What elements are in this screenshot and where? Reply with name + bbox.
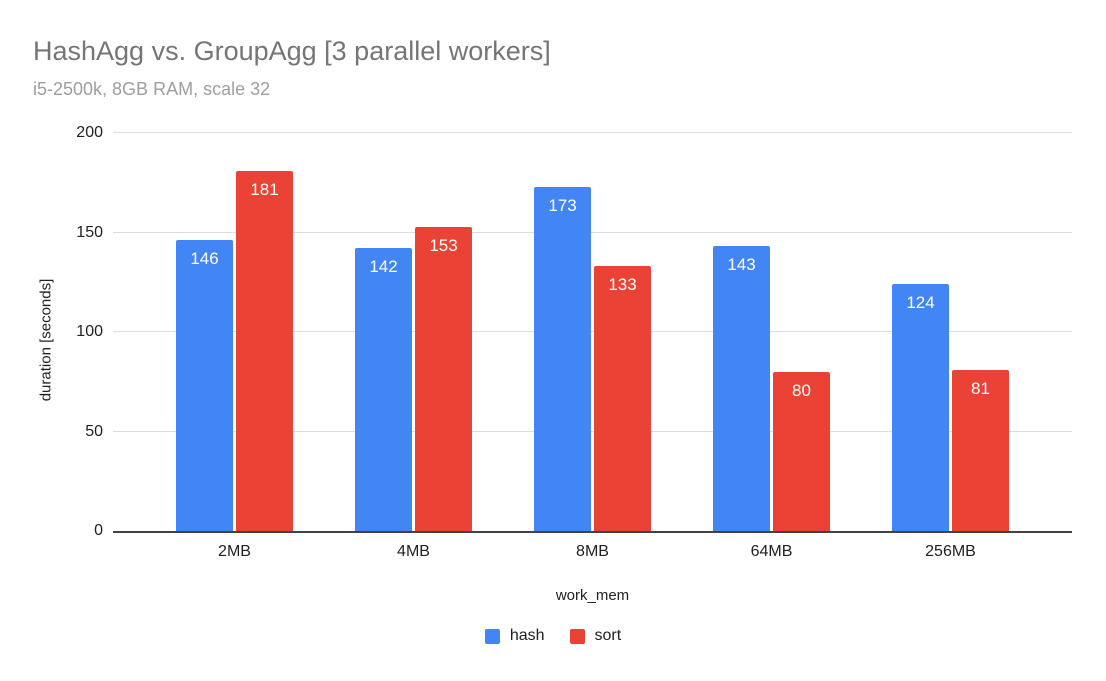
legend: hash sort bbox=[0, 627, 1106, 645]
chart-title: HashAgg vs. GroupAgg [3 parallel workers… bbox=[33, 36, 551, 66]
y-axis-tick-label: 0 bbox=[94, 522, 103, 539]
bar-value-label: 124 bbox=[906, 293, 935, 313]
bar-hash: 142 bbox=[355, 248, 412, 531]
bar-value-label: 81 bbox=[971, 378, 990, 398]
bar-sort: 133 bbox=[594, 266, 651, 531]
plot-area: 146 181 2MB 142 153 4MB 173 133 8MB 143 80 64MB 124 8… bbox=[76, 125, 1072, 560]
y-axis-title: duration [seconds] bbox=[37, 278, 55, 402]
bar-group: 146 181 2MB bbox=[145, 133, 324, 560]
gridline bbox=[113, 430, 1072, 432]
x-axis-tick-label: 4MB bbox=[397, 543, 430, 560]
bar-sort: 81 bbox=[952, 369, 1009, 531]
bar-group: 142 153 4MB bbox=[324, 133, 503, 560]
legend-color-swatch bbox=[569, 628, 585, 644]
x-axis-tick-label: 8MB bbox=[576, 543, 609, 560]
bar-value-label: 181 bbox=[250, 179, 279, 199]
bar-sort: 80 bbox=[773, 371, 830, 531]
y-axis-tick-label: 200 bbox=[76, 124, 103, 141]
legend-label: hash bbox=[509, 627, 545, 644]
bar-value-label: 143 bbox=[727, 255, 756, 275]
bar-hash: 173 bbox=[534, 186, 591, 531]
legend-color-swatch bbox=[484, 628, 500, 644]
bar-hash: 124 bbox=[892, 284, 949, 531]
bar-hash: 143 bbox=[713, 246, 770, 531]
bar-group: 173 133 8MB bbox=[503, 133, 682, 560]
bar-groups: 146 181 2MB 142 153 4MB 173 133 8MB 143 80 64MB 124 8… bbox=[113, 133, 1072, 560]
bar-value-label: 80 bbox=[792, 380, 811, 400]
y-axis-tick-label: 100 bbox=[76, 323, 103, 340]
gridline bbox=[113, 331, 1072, 332]
bar-value-label: 133 bbox=[608, 275, 637, 295]
bar-sort: 153 bbox=[415, 226, 472, 531]
legend-label: sort bbox=[594, 627, 622, 644]
x-axis-title: work_mem bbox=[555, 587, 630, 604]
bar-group: 124 81 256MB bbox=[861, 133, 1040, 560]
bar-value-label: 153 bbox=[429, 235, 458, 255]
bar-value-label: 142 bbox=[369, 257, 398, 277]
bar-group: 143 80 64MB bbox=[682, 133, 861, 560]
bar-sort: 181 bbox=[236, 170, 293, 531]
legend-item-hash: hash bbox=[484, 627, 545, 645]
x-axis-tick-label: 2MB bbox=[218, 543, 251, 560]
gridline bbox=[113, 231, 1072, 233]
y-axis-tick-label: 50 bbox=[85, 422, 103, 440]
x-axis-tick-label: 64MB bbox=[750, 543, 793, 560]
x-axis-tick-label: 256MB bbox=[925, 543, 976, 560]
chart-subtitle: i5-2500k, 8GB RAM, scale 32 bbox=[33, 79, 271, 99]
legend-item-sort: sort bbox=[569, 627, 622, 645]
bar-value-label: 173 bbox=[548, 195, 577, 215]
y-axis-tick-label: 150 bbox=[76, 223, 103, 241]
bar-hash: 146 bbox=[176, 240, 233, 531]
bar-value-label: 146 bbox=[190, 249, 219, 269]
gridline bbox=[113, 132, 1072, 133]
